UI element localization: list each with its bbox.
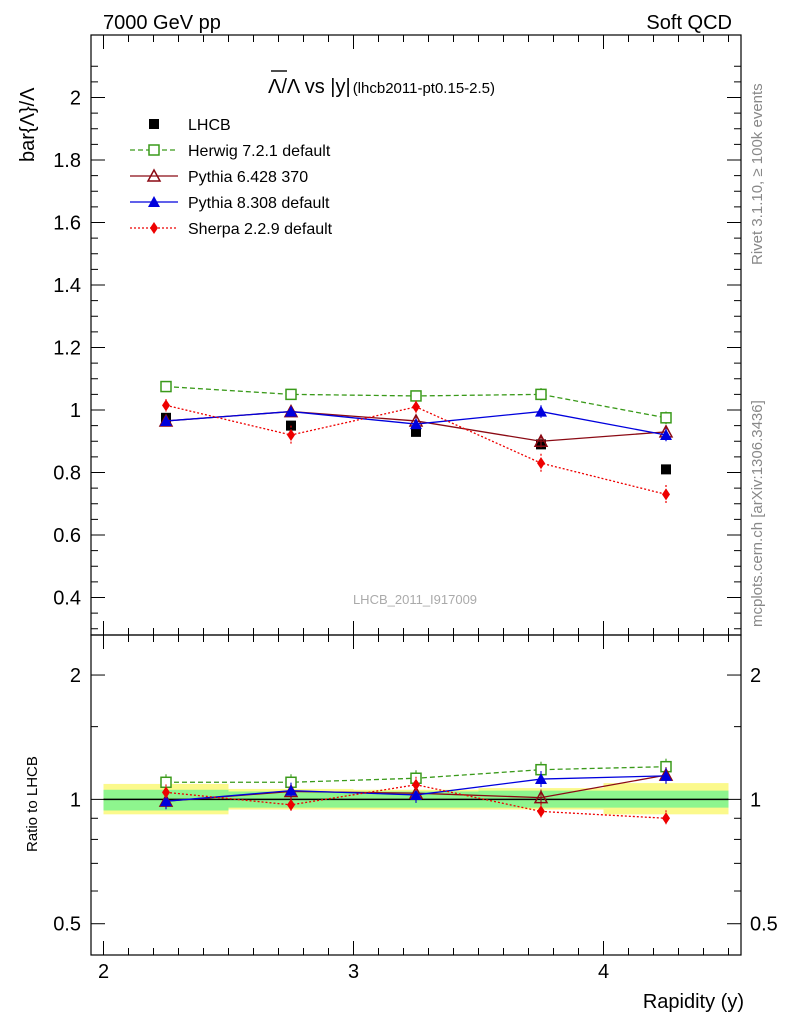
ratio-ytick-label-right: 0.5 — [750, 914, 778, 936]
main-ytick-label: 0.6 — [53, 525, 81, 547]
main-axes: 0.4 0.6 0.8 1 1.2 1.4 1.6 1.8 2 — [53, 35, 741, 635]
main-ylabel: bar{Λ}/Λ — [17, 87, 39, 162]
watermark: LHCB_2011_I917009 — [353, 592, 477, 607]
main-ytick-label: 0.4 — [53, 588, 81, 610]
ratio-point-pythia8 — [160, 795, 172, 807]
legend-marker-herwig — [148, 144, 160, 156]
legend-marker-data — [149, 119, 159, 129]
main-ytick-label: 1.2 — [53, 338, 81, 360]
legend-label-pythia8: Pythia 8.308 default — [188, 195, 330, 212]
main-point-pythia8 — [660, 429, 672, 440]
legend-label-pythia6: Pythia 6.428 370 — [188, 169, 308, 186]
ratio-frame — [90, 634, 742, 956]
ratio-point-pythia8 — [410, 788, 422, 800]
ratio-xtick-label: 3 — [348, 961, 359, 983]
ratio-point-sherpa — [287, 798, 295, 811]
ratio-series — [158, 758, 674, 827]
ratio-axes: 0.5 0.5 1 1 2 2 2 3 4 — [53, 635, 778, 983]
main-point-pythia8 — [410, 418, 422, 430]
main-point-data — [411, 426, 421, 437]
main-point-data — [661, 464, 671, 475]
main-point-sherpa — [662, 488, 670, 501]
xlabel: Rapidity (y) — [643, 991, 744, 1013]
main-point-sherpa — [537, 457, 545, 470]
main-point-herwig — [410, 390, 422, 402]
ratio-xtick-label: 4 — [598, 961, 609, 983]
legend-label-data: LHCB — [188, 117, 231, 134]
legend-label-herwig: Herwig 7.2.1 default — [188, 143, 331, 160]
ratio-point-pythia8 — [660, 769, 672, 781]
main-point-herwig — [535, 388, 547, 401]
main-point-herwig — [660, 412, 672, 424]
ratio-point-sherpa — [537, 805, 545, 818]
ratio-ytick-label: 0.5 — [53, 914, 81, 936]
main-ytick-label: 2 — [70, 88, 81, 110]
legend-marker-sherpa — [150, 222, 158, 234]
legend: LHCB Herwig 7.2.1 default Pythia 6.428 370… — [130, 117, 333, 238]
ratio-point-pythia8 — [535, 773, 547, 785]
main-ytick-label: 1.6 — [53, 213, 81, 235]
ratio-ytick-label-right: 2 — [750, 665, 761, 687]
ratio-ytick-label: 2 — [70, 665, 81, 687]
header-right: Soft QCD — [646, 12, 732, 34]
main-point-pythia6 — [533, 433, 549, 447]
ratio-point-sherpa — [162, 786, 170, 799]
main-point-sherpa — [162, 399, 170, 412]
main-point-sherpa — [287, 429, 295, 441]
ratio-point-pythia6 — [533, 790, 549, 804]
ratio-ytick-label: 1 — [70, 789, 81, 811]
ratio-point-sherpa — [662, 812, 670, 825]
legend-marker-pythia6 — [146, 168, 162, 182]
main-point-pythia8 — [160, 414, 172, 426]
rivet-label: Rivet 3.1.10, ≥ 100k events — [749, 83, 766, 265]
main-point-herwig — [285, 388, 297, 401]
main-point-sherpa — [412, 400, 420, 413]
main-point-herwig — [160, 380, 172, 393]
mcplots-label: mcplots.cern.ch [arXiv:1306.3436] — [749, 400, 766, 627]
ratio-ytick-label-right: 1 — [750, 789, 761, 811]
main-title-sub: (lhcb2011-pt0.15-2.5) — [353, 80, 495, 97]
main-point-pythia8 — [535, 405, 547, 417]
ratio-point-sherpa — [412, 778, 420, 791]
header-left: 7000 GeV pp — [103, 12, 221, 34]
ratio-xtick-label: 2 — [98, 961, 109, 983]
legend-marker-pythia8 — [148, 196, 160, 207]
main-ytick-label: 1.8 — [53, 150, 81, 172]
legend-label-sherpa: Sherpa 2.2.9 default — [188, 221, 333, 238]
main-title-text: Λ/Λ vs |y| — [268, 76, 351, 98]
ratio-point-pythia8 — [285, 784, 297, 796]
ratio-ylabel: Ratio to LHCB — [24, 756, 41, 852]
main-ytick-label: 1.4 — [53, 275, 81, 297]
main-title: Λ/Λ vs |y| (lhcb2011-pt0.15-2.5) — [268, 76, 495, 98]
main-ytick-label: 0.8 — [53, 463, 81, 485]
main-ytick-label: 1 — [70, 400, 81, 422]
main-point-pythia8 — [285, 405, 297, 417]
main-series — [158, 380, 674, 504]
